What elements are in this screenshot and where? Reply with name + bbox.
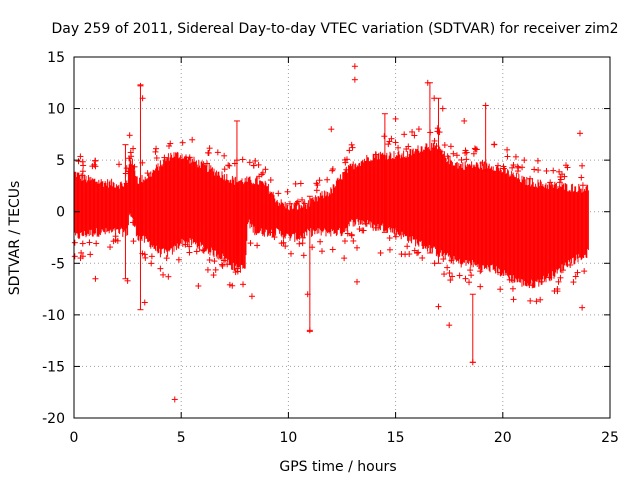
y-tick-label: 15 xyxy=(47,50,65,66)
x-tick-label: 0 xyxy=(70,430,79,446)
data-fringe xyxy=(71,125,588,305)
plot-frame xyxy=(73,56,611,419)
y-tick-label: 5 xyxy=(56,153,65,169)
y-tick-label: -20 xyxy=(42,411,65,427)
y-tick-label: 0 xyxy=(56,205,65,221)
data-band xyxy=(73,142,589,288)
y-tick-label: -10 xyxy=(42,308,65,324)
chart-title: Day 259 of 2011, Sidereal Day-to-day VTE… xyxy=(52,21,619,37)
x-tick-label: 25 xyxy=(601,430,619,446)
y-tick-label: 10 xyxy=(47,102,65,118)
x-tick-label: 20 xyxy=(494,430,512,446)
y-axis-label: SDTVAR / TECUs xyxy=(7,181,23,296)
axes xyxy=(73,56,611,419)
x-tick-label: 10 xyxy=(279,430,297,446)
x-tick-label: 5 xyxy=(177,430,186,446)
x-tick-label: 15 xyxy=(387,430,405,446)
x-axis-label: GPS time / hours xyxy=(279,459,396,475)
data-outliers xyxy=(92,63,586,403)
ticks: 0 5 10 15 20 25 -20 -15 -10 -5 0 5 10 15 xyxy=(42,50,619,446)
y-tick-label: -5 xyxy=(51,256,65,272)
data-layer xyxy=(71,63,589,403)
y-tick-label: -15 xyxy=(42,359,65,375)
